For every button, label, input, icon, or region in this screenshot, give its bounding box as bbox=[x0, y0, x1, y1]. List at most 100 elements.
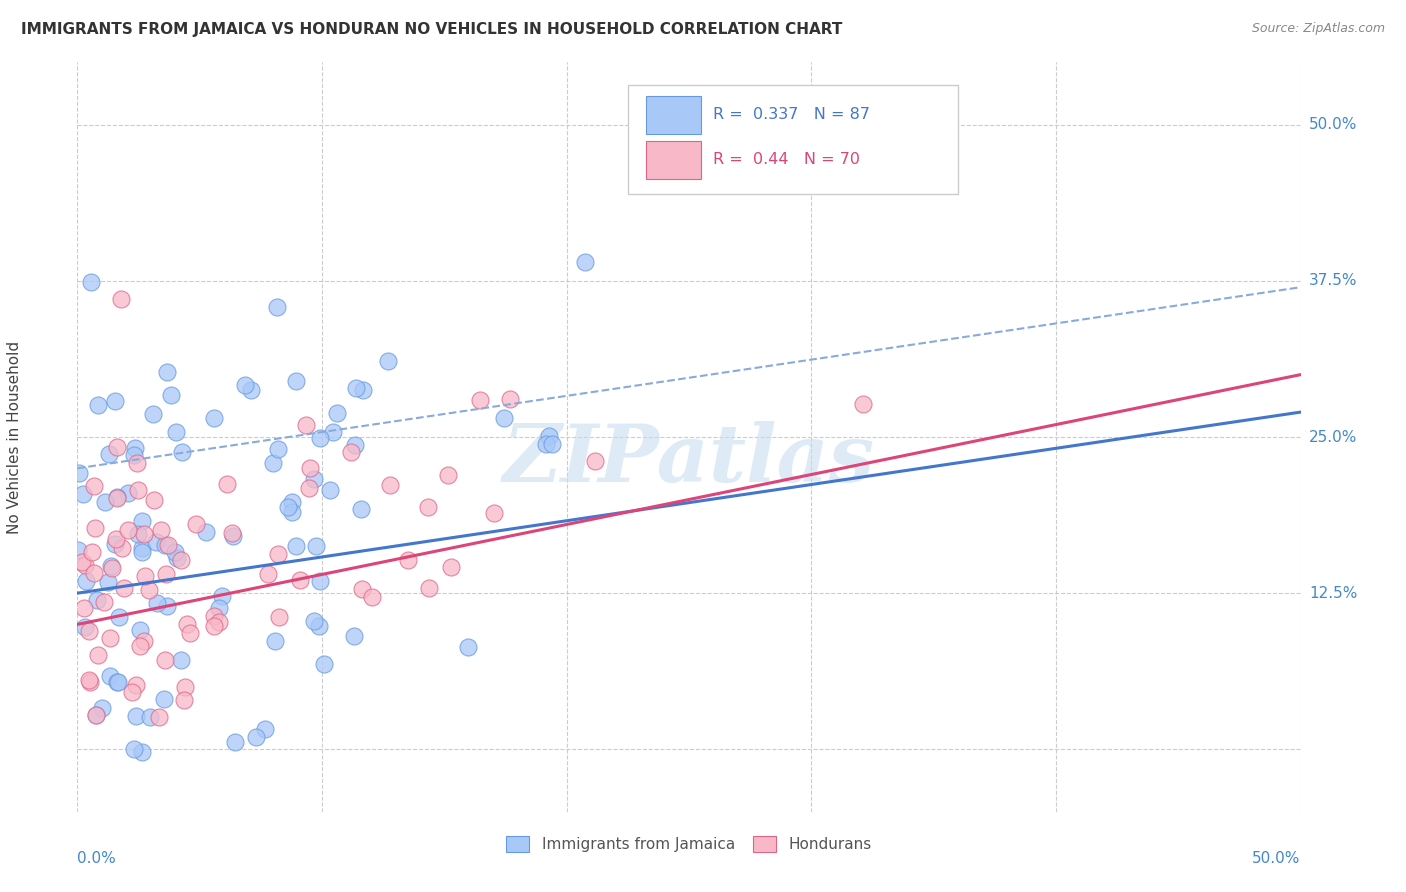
Point bbox=[350, 582, 373, 596]
Point bbox=[97, 447, 120, 461]
Point bbox=[457, 640, 479, 654]
Point bbox=[221, 525, 243, 540]
FancyBboxPatch shape bbox=[628, 85, 957, 194]
Point bbox=[108, 610, 131, 624]
Point bbox=[152, 691, 174, 706]
Text: 0.0%: 0.0% bbox=[77, 851, 117, 865]
Point bbox=[211, 589, 233, 603]
Point bbox=[70, 555, 93, 569]
Point bbox=[267, 609, 290, 624]
Text: ZIPatlas: ZIPatlas bbox=[503, 421, 875, 499]
Point bbox=[110, 292, 132, 306]
Point bbox=[153, 653, 176, 667]
Point bbox=[73, 601, 96, 615]
Text: No Vehicles in Household: No Vehicles in Household bbox=[7, 341, 22, 533]
Point bbox=[131, 514, 153, 528]
Point bbox=[262, 456, 284, 470]
Point bbox=[117, 523, 139, 537]
Point bbox=[111, 541, 134, 555]
Point bbox=[105, 675, 128, 690]
Point bbox=[308, 619, 330, 633]
Text: IMMIGRANTS FROM JAMAICA VS HONDURAN NO VEHICLES IN HOUSEHOLD CORRELATION CHART: IMMIGRANTS FROM JAMAICA VS HONDURAN NO V… bbox=[21, 22, 842, 37]
Point bbox=[117, 486, 139, 500]
Point bbox=[541, 437, 564, 451]
Point bbox=[494, 410, 516, 425]
Text: 50.0%: 50.0% bbox=[1253, 851, 1301, 865]
Point bbox=[165, 425, 187, 440]
Point bbox=[173, 680, 195, 694]
Point bbox=[142, 407, 165, 421]
Point bbox=[437, 467, 460, 482]
Point bbox=[148, 710, 170, 724]
Point bbox=[163, 545, 186, 559]
Text: R =  0.337   N = 87: R = 0.337 N = 87 bbox=[713, 107, 870, 122]
Point bbox=[240, 383, 263, 397]
Point bbox=[281, 495, 304, 509]
Point bbox=[127, 456, 149, 470]
Point bbox=[86, 708, 108, 723]
Point bbox=[343, 630, 366, 644]
Point bbox=[418, 581, 440, 595]
Point bbox=[245, 730, 267, 744]
Point bbox=[499, 392, 522, 406]
Point bbox=[125, 678, 148, 692]
Point bbox=[98, 669, 121, 683]
Point bbox=[186, 516, 208, 531]
Point bbox=[322, 425, 344, 439]
Point bbox=[155, 599, 177, 613]
Point bbox=[82, 545, 104, 559]
Point bbox=[202, 608, 225, 623]
Point bbox=[67, 466, 90, 480]
Point bbox=[129, 623, 152, 637]
Text: 25.0%: 25.0% bbox=[1309, 430, 1357, 444]
Point bbox=[153, 538, 176, 552]
Text: 50.0%: 50.0% bbox=[1309, 118, 1357, 132]
Point bbox=[104, 393, 127, 408]
Point bbox=[134, 568, 156, 582]
Point bbox=[145, 535, 167, 549]
Point bbox=[179, 626, 201, 640]
Point bbox=[75, 574, 97, 588]
Point bbox=[288, 574, 311, 588]
Point bbox=[284, 374, 307, 388]
Point bbox=[233, 377, 256, 392]
Point bbox=[91, 700, 114, 714]
Point bbox=[87, 398, 110, 412]
Point bbox=[170, 445, 193, 459]
Point bbox=[124, 442, 146, 456]
Point bbox=[98, 631, 121, 645]
Point bbox=[254, 722, 277, 736]
Point bbox=[94, 494, 117, 508]
Point bbox=[396, 552, 419, 566]
Point bbox=[176, 617, 198, 632]
Point bbox=[132, 526, 155, 541]
Point bbox=[121, 685, 143, 699]
Point bbox=[166, 551, 188, 566]
Point bbox=[574, 255, 596, 269]
Point bbox=[83, 566, 105, 581]
Point bbox=[73, 558, 96, 572]
Point bbox=[224, 735, 246, 749]
Point bbox=[104, 537, 127, 551]
Point bbox=[267, 442, 290, 456]
Point bbox=[105, 491, 128, 505]
Point bbox=[339, 445, 361, 459]
Point bbox=[105, 490, 128, 504]
Point bbox=[79, 674, 101, 689]
Text: Source: ZipAtlas.com: Source: ZipAtlas.com bbox=[1251, 22, 1385, 36]
Point bbox=[416, 500, 439, 514]
Bar bbox=[647, 141, 702, 178]
Point bbox=[314, 657, 336, 672]
Point bbox=[100, 559, 122, 574]
Legend: Immigrants from Jamaica, Hondurans: Immigrants from Jamaica, Hondurans bbox=[502, 831, 876, 856]
Point bbox=[267, 547, 290, 561]
Point bbox=[93, 594, 115, 608]
Point bbox=[319, 483, 342, 498]
Point bbox=[155, 365, 177, 379]
Point bbox=[146, 596, 169, 610]
Point bbox=[83, 479, 105, 493]
Point bbox=[343, 437, 366, 451]
Point bbox=[84, 520, 107, 534]
Point bbox=[97, 574, 120, 589]
Point bbox=[122, 742, 145, 756]
